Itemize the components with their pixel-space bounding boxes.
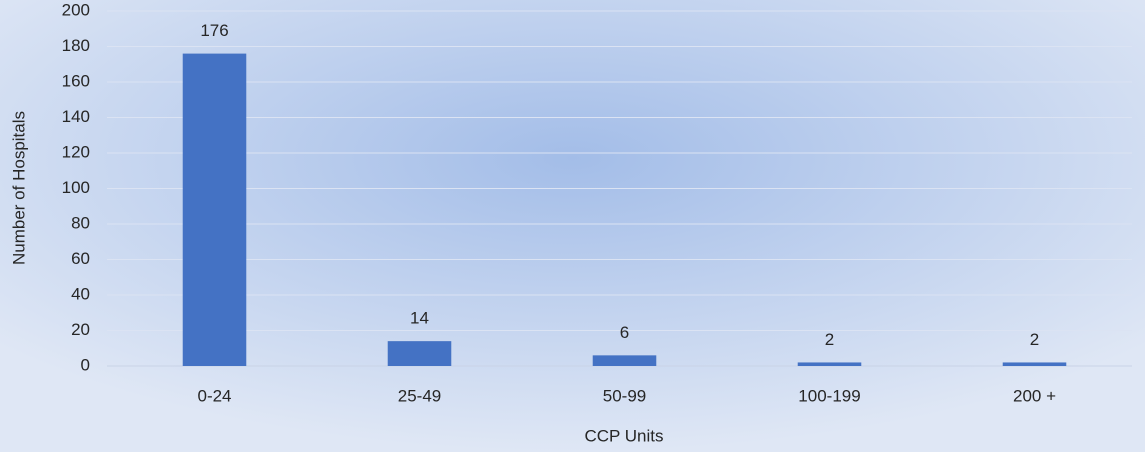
data-label: 176 — [200, 21, 228, 40]
y-tick-label: 160 — [62, 71, 90, 90]
x-tick-label: 100-199 — [798, 386, 860, 405]
bar — [592, 355, 657, 366]
data-label: 2 — [825, 330, 834, 349]
y-tick-label: 60 — [71, 249, 90, 268]
x-tick-label: 50-99 — [603, 386, 646, 405]
data-label: 14 — [410, 309, 429, 328]
y-tick-label: 120 — [62, 142, 90, 161]
x-axis-title: CCP Units — [584, 426, 663, 445]
y-axis-title: Number of Hospitals — [9, 111, 28, 265]
x-tick-label: 25-49 — [398, 386, 441, 405]
data-label: 6 — [620, 323, 629, 342]
bar — [182, 53, 247, 366]
data-label: 2 — [1030, 330, 1039, 349]
y-tick-label: 40 — [71, 284, 90, 303]
bar — [387, 341, 452, 366]
bar — [1002, 362, 1067, 366]
y-tick-label: 20 — [71, 320, 90, 339]
y-tick-label: 0 — [81, 355, 90, 374]
x-tick-label: 200 + — [1013, 386, 1056, 405]
y-tick-label: 180 — [62, 36, 90, 55]
y-tick-label: 100 — [62, 178, 90, 197]
y-tick-label: 140 — [62, 107, 90, 126]
y-tick-label: 80 — [71, 213, 90, 232]
y-tick-label: 200 — [62, 0, 90, 19]
x-tick-label: 0-24 — [197, 386, 231, 405]
bar — [797, 362, 862, 366]
